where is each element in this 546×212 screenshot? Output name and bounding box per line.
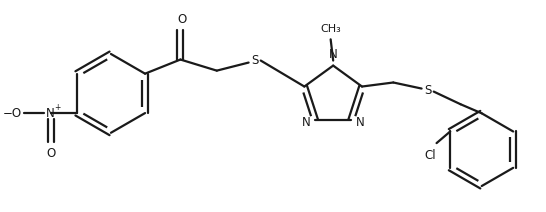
Text: S: S [251, 54, 258, 67]
Text: CH₃: CH₃ [321, 24, 341, 34]
Text: O: O [177, 13, 187, 26]
Text: S: S [424, 84, 431, 97]
Text: N: N [356, 116, 365, 129]
Text: N: N [329, 47, 337, 61]
Text: N: N [46, 107, 55, 120]
Text: O: O [46, 147, 55, 160]
Text: −O: −O [3, 107, 22, 120]
Text: N: N [301, 116, 310, 129]
Text: +: + [54, 103, 60, 112]
Text: Cl: Cl [425, 149, 436, 162]
